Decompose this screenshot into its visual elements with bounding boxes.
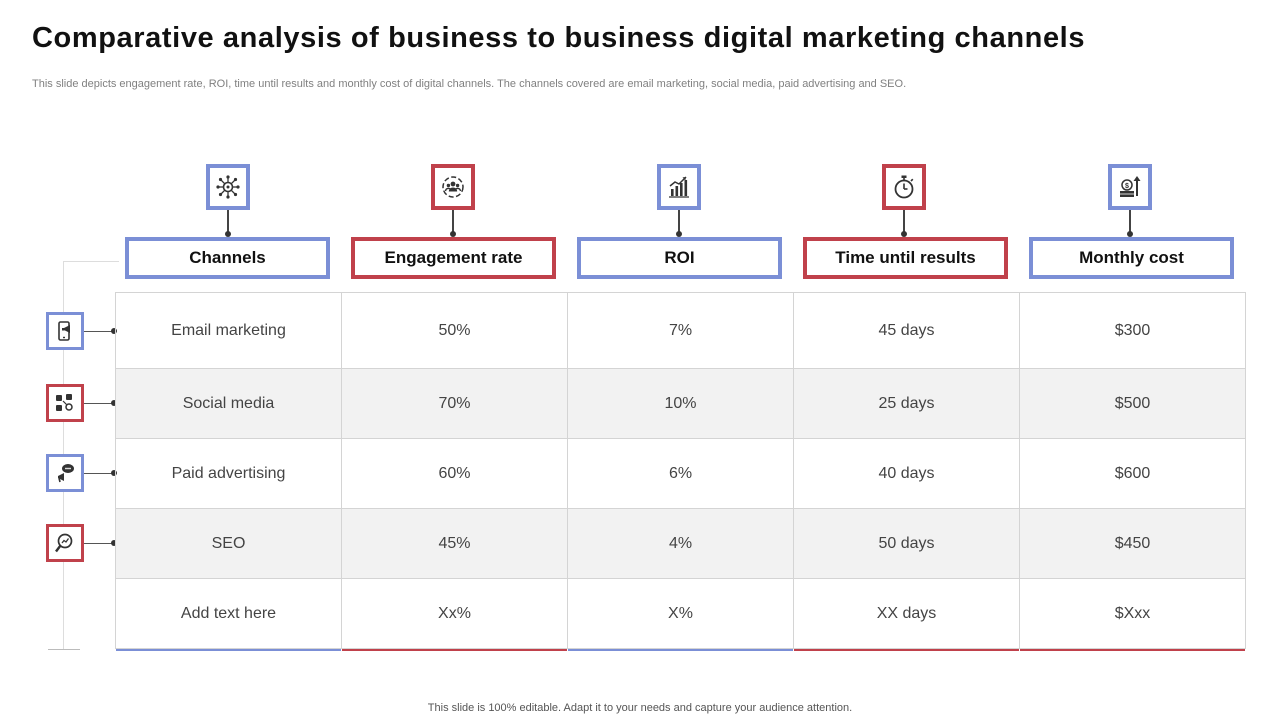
row-connector-line — [84, 473, 114, 474]
engagement-rate-cell: 45% — [341, 508, 568, 579]
advertising-megaphone-icon — [46, 454, 84, 492]
column-underline — [794, 649, 1019, 651]
connector-dot — [225, 231, 231, 237]
column-header-time-until-results: Time until results — [803, 237, 1008, 279]
engagement-rate-cell: 60% — [341, 438, 568, 509]
money-growth-icon: $ — [1108, 164, 1152, 210]
engagement-rate-cell: Xx% — [341, 578, 568, 649]
social-media-icon — [46, 384, 84, 422]
time-until-results-cell: 25 days — [793, 368, 1020, 439]
time-until-results-cell: 40 days — [793, 438, 1020, 509]
connector-dot — [901, 231, 907, 237]
time-until-results-cell: XX days — [793, 578, 1020, 649]
connector-dot — [450, 231, 456, 237]
roi-cell: X% — [567, 578, 794, 649]
monthly-cost-cell: $450 — [1019, 508, 1246, 579]
channel-cell: Social media — [115, 368, 342, 439]
table-row: SEO 45% 4% 50 days $450 — [115, 508, 1246, 579]
monthly-cost-cell: $600 — [1019, 438, 1246, 509]
column-underline — [342, 649, 567, 651]
monthly-cost-cell: $500 — [1019, 368, 1246, 439]
seo-search-icon — [46, 524, 84, 562]
channel-cell: Add text here — [115, 578, 342, 649]
channel-cell: Email marketing — [115, 292, 342, 369]
team-engagement-icon — [431, 164, 475, 210]
column-header-channels: Channels — [125, 237, 330, 279]
table-row: Social media 70% 10% 25 days $500 — [115, 368, 1246, 439]
time-until-results-cell: 50 days — [793, 508, 1020, 579]
connector-line — [903, 210, 905, 234]
column-header-monthly-cost: Monthly cost — [1029, 237, 1234, 279]
connector-line — [452, 210, 454, 234]
table-row: Add text here Xx% X% XX days $Xxx — [115, 578, 1246, 649]
row-connector-line — [84, 403, 114, 404]
connector-line — [227, 210, 229, 234]
slide-title: Comparative analysis of business to busi… — [32, 22, 1086, 54]
column-underline — [1020, 649, 1245, 651]
engagement-rate-cell: 70% — [341, 368, 568, 439]
roi-cell: 10% — [567, 368, 794, 439]
row-connector-dot — [111, 328, 117, 334]
mobile-marketing-icon — [46, 312, 84, 350]
connector-dot — [1127, 231, 1133, 237]
column-header-roi: ROI — [577, 237, 782, 279]
table-row: Paid advertising 60% 6% 40 days $600 — [115, 438, 1246, 509]
network-hub-icon — [206, 164, 250, 210]
comparison-table: Email marketing 50% 7% 45 days $300 Soci… — [115, 292, 1246, 649]
row-connector-dot — [111, 470, 117, 476]
svg-text:$: $ — [1125, 183, 1129, 190]
slide-subtitle: This slide depicts engagement rate, ROI,… — [32, 78, 907, 90]
stopwatch-icon — [882, 164, 926, 210]
column-underline — [116, 649, 341, 651]
connector-line — [678, 210, 680, 234]
growth-chart-icon — [657, 164, 701, 210]
channel-cell: Paid advertising — [115, 438, 342, 509]
row-connector-line — [84, 543, 114, 544]
row-connector-dot — [111, 400, 117, 406]
connector-dot — [676, 231, 682, 237]
column-header-engagement-rate: Engagement rate — [351, 237, 556, 279]
row-connector-line — [84, 331, 114, 332]
roi-cell: 6% — [567, 438, 794, 509]
table-row: Email marketing 50% 7% 45 days $300 — [115, 292, 1246, 369]
left-bracket-base — [48, 649, 80, 650]
column-underline — [568, 649, 793, 651]
monthly-cost-cell: $Xxx — [1019, 578, 1246, 649]
channel-cell: SEO — [115, 508, 342, 579]
roi-cell: 7% — [567, 292, 794, 369]
row-connector-dot — [111, 540, 117, 546]
connector-line — [1129, 210, 1131, 234]
monthly-cost-cell: $300 — [1019, 292, 1246, 369]
roi-cell: 4% — [567, 508, 794, 579]
left-bracket-top — [63, 261, 119, 262]
engagement-rate-cell: 50% — [341, 292, 568, 369]
time-until-results-cell: 45 days — [793, 292, 1020, 369]
slide-footer: This slide is 100% editable. Adapt it to… — [427, 702, 853, 714]
